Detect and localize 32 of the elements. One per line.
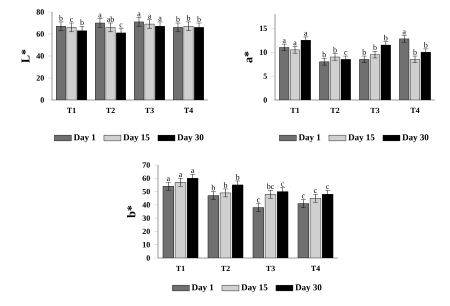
legend-label: Day 30 xyxy=(177,134,204,142)
legend-label: Day 30 xyxy=(295,284,322,292)
bar xyxy=(144,24,154,100)
bar xyxy=(184,26,194,100)
bar xyxy=(279,47,290,100)
bar xyxy=(106,27,116,100)
bar xyxy=(252,208,264,258)
bar xyxy=(220,192,231,258)
legend-label: Day 15 xyxy=(241,284,268,292)
bar xyxy=(399,38,410,100)
bar xyxy=(319,62,330,100)
bar xyxy=(290,50,300,100)
y-axis-title: b* xyxy=(127,206,136,218)
legend-label: Day 1 xyxy=(74,134,96,142)
bar xyxy=(370,54,380,100)
bar xyxy=(265,194,276,258)
y-axis-title: a* xyxy=(244,52,252,63)
y-axis-title: L* xyxy=(22,50,30,63)
bar xyxy=(359,59,370,100)
bar xyxy=(410,59,420,100)
bar xyxy=(298,203,309,258)
bar xyxy=(310,198,322,258)
bar xyxy=(66,27,76,100)
legend-label: Day 15 xyxy=(348,134,374,142)
bar xyxy=(175,182,186,258)
legend-label: Day 30 xyxy=(402,134,428,142)
bar xyxy=(208,196,219,258)
bar xyxy=(162,186,174,258)
legend-label: Day 1 xyxy=(298,134,320,142)
legend-label: Day 1 xyxy=(192,284,214,292)
legend-label: Day 15 xyxy=(123,134,150,142)
bar xyxy=(330,57,340,100)
